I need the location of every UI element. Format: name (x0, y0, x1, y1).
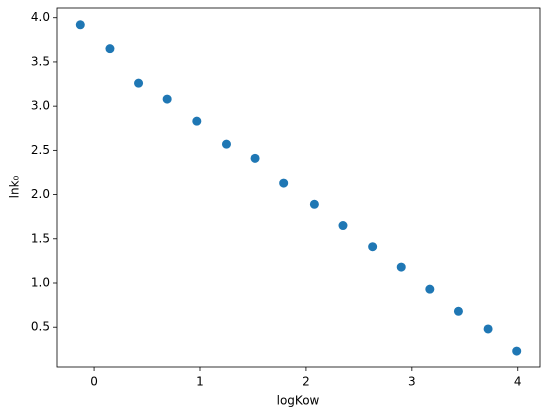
y-tick-label: 4.0 (31, 10, 50, 24)
point (483, 324, 493, 334)
point (279, 178, 289, 188)
point (75, 20, 85, 30)
point (368, 242, 378, 252)
y-tick-label: 3.5 (31, 54, 50, 68)
point (309, 199, 319, 209)
x-tick-label: 2 (302, 375, 310, 389)
y-tick-label: 1.0 (31, 275, 50, 289)
point (105, 44, 115, 54)
y-tick-label: 2.0 (31, 187, 50, 201)
point (162, 94, 172, 104)
y-tick-label: 3.0 (31, 99, 50, 113)
point (338, 221, 348, 231)
point (453, 306, 463, 316)
point (512, 346, 522, 356)
x-tick-label: 1 (196, 375, 204, 389)
x-axis-label: logKow (277, 394, 320, 408)
point (425, 284, 435, 294)
x-tick-label: 0 (90, 375, 98, 389)
point (134, 78, 144, 88)
y-axis-label: lnk₀ (8, 175, 22, 198)
point (192, 116, 202, 126)
y-tick-label: 2.5 (31, 143, 50, 157)
point (396, 262, 406, 272)
x-tick-label: 4 (514, 375, 522, 389)
plot-frame (56, 7, 541, 368)
y-tick-label: 1.5 (31, 231, 50, 245)
x-tick-label: 3 (408, 375, 416, 389)
point (221, 139, 231, 149)
point (250, 153, 260, 163)
y-tick-label: 0.5 (31, 320, 50, 334)
